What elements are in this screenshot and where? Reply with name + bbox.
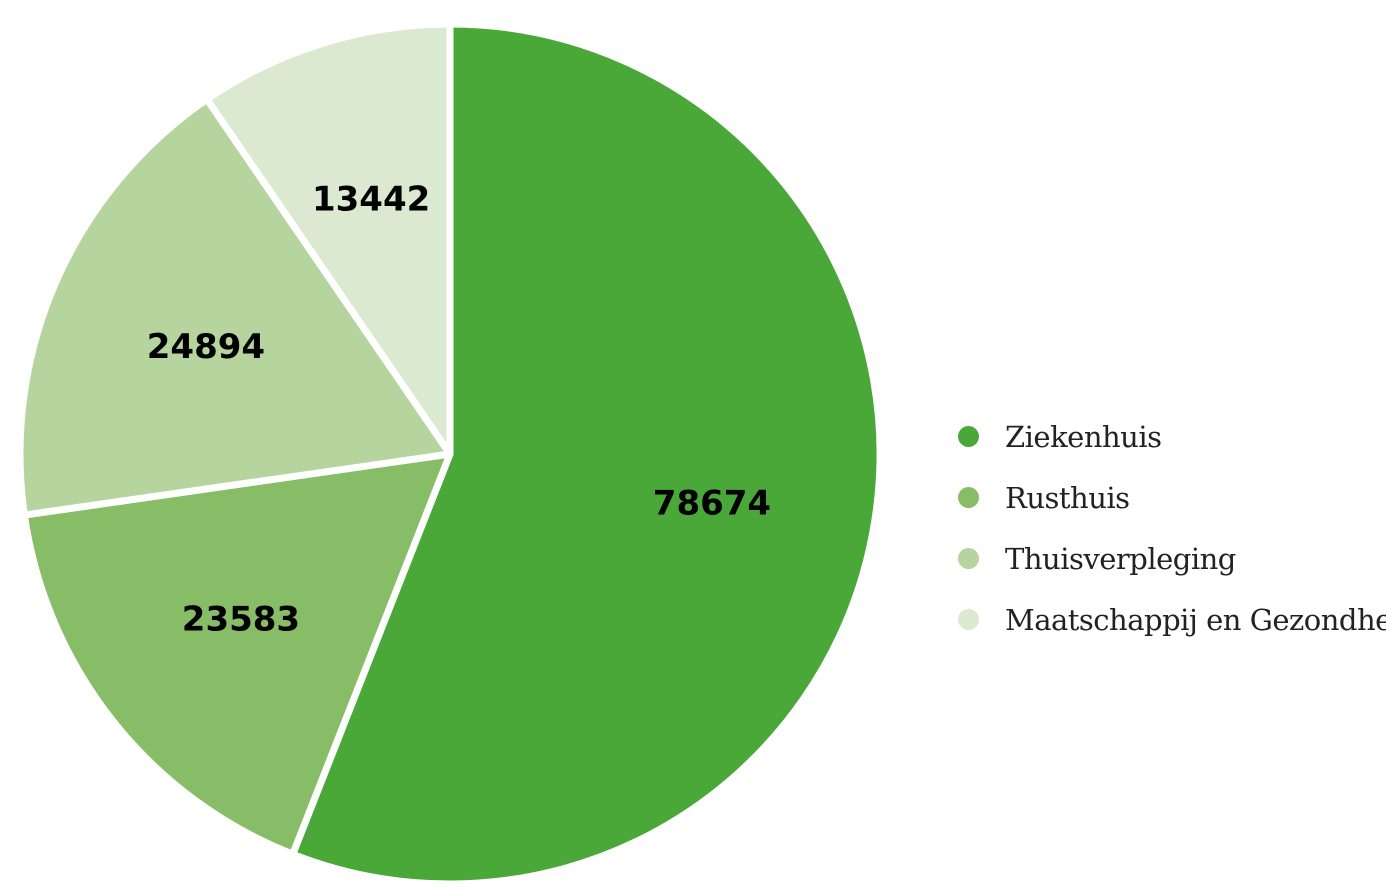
legend-item-maatschappij-en-gezondheid: Maatschappij en Gezondheid: [958, 589, 1386, 650]
legend: Ziekenhuis Rusthuis Thuisverpleging Maat…: [958, 406, 1386, 650]
legend-swatch-maatschappij-en-gezondheid: [958, 609, 979, 630]
legend-swatch-thuisverpleging: [958, 548, 979, 569]
data-label-rusthuis: 23583: [182, 599, 300, 639]
data-label-thuisverpleging: 24894: [147, 327, 265, 367]
legend-item-rusthuis: Rusthuis: [958, 467, 1386, 528]
legend-swatch-rusthuis: [958, 487, 979, 508]
legend-label-rusthuis: Rusthuis: [1005, 480, 1130, 515]
legend-item-thuisverpleging: Thuisverpleging: [958, 528, 1386, 589]
pie-chart: 78674 23583 24894 13442: [16, 20, 884, 887]
legend-swatch-ziekenhuis: [958, 426, 979, 447]
pie-slice-rusthuis: [20, 450, 454, 858]
pie-slice-thuisverpleging: [16, 95, 454, 519]
data-label-ziekenhuis: 78674: [653, 484, 771, 524]
data-label-maatschappij-en-gezondheid: 13442: [312, 179, 430, 219]
legend-label-thuisverpleging: Thuisverpleging: [1005, 541, 1236, 576]
pie-slice-ziekenhuis: [289, 20, 884, 887]
legend-label-maatschappij-en-gezondheid: Maatschappij en Gezondheid: [1005, 602, 1386, 637]
legend-item-ziekenhuis: Ziekenhuis: [958, 406, 1386, 467]
legend-label-ziekenhuis: Ziekenhuis: [1005, 419, 1162, 454]
pie-slice-maatschappij-en-gezondheid: [203, 20, 454, 458]
